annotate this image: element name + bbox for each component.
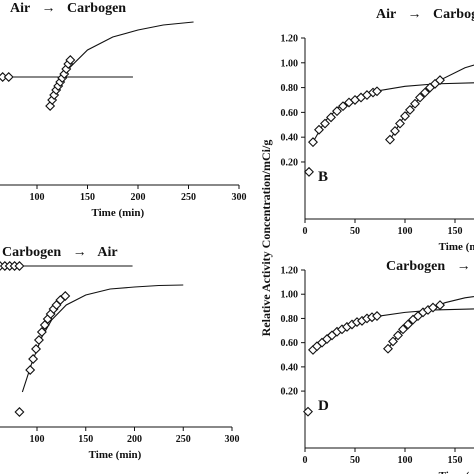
- x-tick-label: 0: [303, 455, 308, 466]
- data-point: [31, 344, 42, 354]
- data-point: [435, 75, 445, 86]
- x-tick-label: 100: [30, 434, 45, 445]
- data-point: [314, 124, 324, 135]
- data-point: [326, 112, 336, 123]
- data-point: [303, 406, 313, 417]
- data-point: [25, 365, 36, 375]
- data-point: [304, 166, 314, 177]
- y-tick-label: 0.60: [281, 338, 299, 349]
- data-point: [65, 55, 76, 65]
- y-tick-label: 1.20: [281, 34, 299, 45]
- data-point: [320, 118, 330, 129]
- data-point: [36, 327, 47, 337]
- y-tick-label: 0.40: [281, 133, 299, 144]
- y-tick-label: 1.20: [281, 266, 299, 277]
- y-tick-label: 0.80: [281, 83, 299, 94]
- x-tick-label: 150: [80, 192, 95, 203]
- chart-title: Carbogen → Air: [2, 245, 118, 260]
- panel-letter: B: [318, 169, 328, 185]
- y-tick-label: 0.60: [281, 108, 299, 119]
- chart-title: Air → Carbogen: [376, 7, 474, 22]
- chart-title: Air → Carbogen: [10, 1, 126, 16]
- data-point: [405, 104, 415, 115]
- x-tick-label: 100: [398, 455, 413, 466]
- data-point: [14, 407, 25, 417]
- x-tick-label: 200: [127, 434, 142, 445]
- x-tick-label: 300: [232, 192, 247, 203]
- x-tick-label: 250: [181, 192, 196, 203]
- data-point: [308, 137, 318, 148]
- data-point: [410, 98, 420, 109]
- x-axis-label: Time (min): [91, 207, 144, 219]
- data-point: [338, 101, 348, 112]
- data-point: [403, 319, 413, 330]
- data-point: [415, 92, 425, 103]
- y-tick-label: 0.20: [281, 157, 299, 168]
- x-tick-label: 200: [131, 192, 146, 203]
- data-point: [398, 324, 408, 335]
- data-point: [60, 291, 71, 301]
- data-point: [385, 134, 395, 145]
- data-point: [372, 86, 382, 97]
- data-point: [435, 300, 445, 311]
- data-point: [332, 106, 342, 117]
- data-point: [3, 72, 14, 82]
- y-tick-label: 0.80: [281, 314, 299, 325]
- data-point: [383, 343, 393, 354]
- x-tick-label: 100: [30, 192, 45, 203]
- x-tick-label: 150: [448, 455, 463, 466]
- data-point: [372, 311, 382, 321]
- y-tick-label: 1.00: [281, 290, 299, 301]
- x-tick-label: 50: [350, 455, 360, 466]
- data-point: [400, 111, 410, 122]
- x-tick-label: 150: [78, 434, 93, 445]
- y-tick-label: 0.40: [281, 362, 299, 373]
- x-axis-label: Time (min): [439, 470, 474, 474]
- data-point: [28, 354, 39, 364]
- y-tick-label: 0.20: [281, 387, 299, 398]
- y-tick-label: 1.00: [281, 58, 299, 69]
- x-tick-label: 0: [303, 226, 308, 237]
- x-axis-label: Time (min): [439, 241, 474, 253]
- data-point: [420, 87, 430, 98]
- y-axis-label: Relative Activity Concentration/mCi/g: [259, 140, 273, 337]
- x-tick-label: 100: [398, 226, 413, 237]
- data-point: [33, 335, 44, 345]
- data-point: [388, 336, 398, 347]
- x-tick-label: 250: [176, 434, 191, 445]
- x-axis-label: Time (min): [89, 449, 142, 461]
- panel-letter: D: [318, 398, 329, 414]
- data-point: [395, 118, 405, 129]
- data-point: [428, 302, 438, 313]
- chart-title: Carbogen → Air: [386, 259, 474, 274]
- data-point: [390, 126, 400, 136]
- x-tick-label: 150: [448, 226, 463, 237]
- data-point: [14, 261, 25, 271]
- data-point: [393, 330, 403, 341]
- x-tick-label: 50: [350, 226, 360, 237]
- x-tick-label: 300: [225, 434, 240, 445]
